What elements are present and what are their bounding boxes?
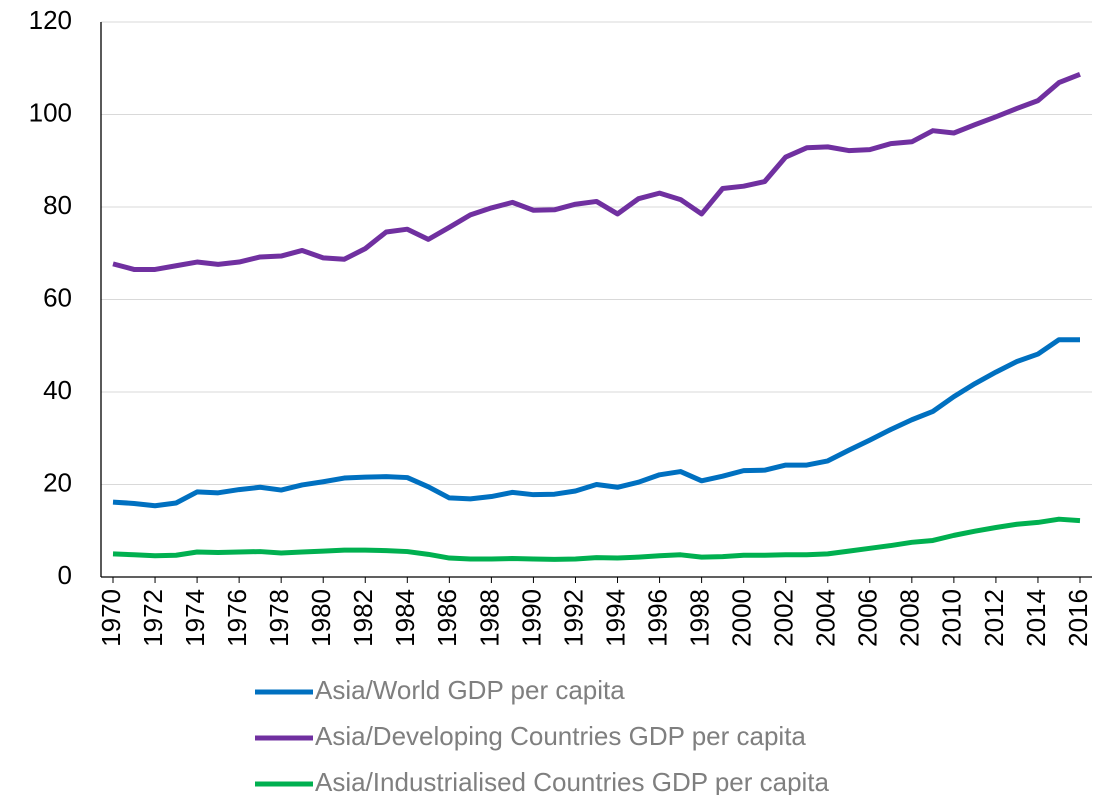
x-tick-label: 1992: [558, 589, 588, 647]
legend-text: Asia/Industrialised Countries GDP per ca…: [315, 767, 830, 795]
x-tick-label: 1970: [96, 589, 126, 647]
x-tick-label: 2002: [769, 589, 799, 647]
x-tick-label: 2014: [1021, 589, 1051, 647]
y-tick-label: 0: [58, 560, 72, 590]
x-tick-label: 1976: [222, 589, 252, 647]
series-line: [112, 71, 1081, 272]
x-tick-label: 1994: [600, 589, 630, 647]
x-tick-label: 1982: [348, 589, 378, 647]
x-tick-label: 1990: [516, 589, 546, 647]
x-tick-label: 1980: [306, 589, 336, 647]
x-tick-label: 1998: [684, 589, 714, 647]
series-line: [112, 516, 1081, 562]
x-tick-label: 2010: [937, 589, 967, 647]
x-tick-label: 2016: [1063, 589, 1093, 647]
y-tick-label: 100: [29, 97, 72, 127]
x-tick-label: 2006: [853, 589, 883, 647]
x-tick-label: 1974: [180, 589, 210, 647]
series-line: [112, 337, 1080, 509]
x-tick-label: 1986: [432, 589, 462, 647]
x-tick-label: 1988: [474, 589, 504, 647]
legend-text: Asia/World GDP per capita: [315, 675, 625, 705]
x-tick-label: 2012: [979, 589, 1009, 647]
y-tick-label: 80: [43, 190, 72, 220]
x-tick-label: 1984: [390, 589, 420, 647]
x-tick-label: 2008: [895, 589, 925, 647]
y-tick-label: 40: [43, 375, 72, 405]
y-tick-label: 120: [29, 5, 72, 35]
y-tick-label: 20: [43, 467, 72, 497]
x-tick-label: 2000: [727, 589, 757, 647]
x-tick-label: 1996: [642, 589, 672, 647]
x-tick-label: 2004: [811, 589, 841, 647]
x-tick-label: 1972: [138, 589, 168, 647]
x-tick-label: 1978: [264, 589, 294, 647]
y-tick-label: 60: [43, 282, 72, 312]
legend-text: Asia/Developing Countries GDP per capita: [315, 721, 806, 751]
